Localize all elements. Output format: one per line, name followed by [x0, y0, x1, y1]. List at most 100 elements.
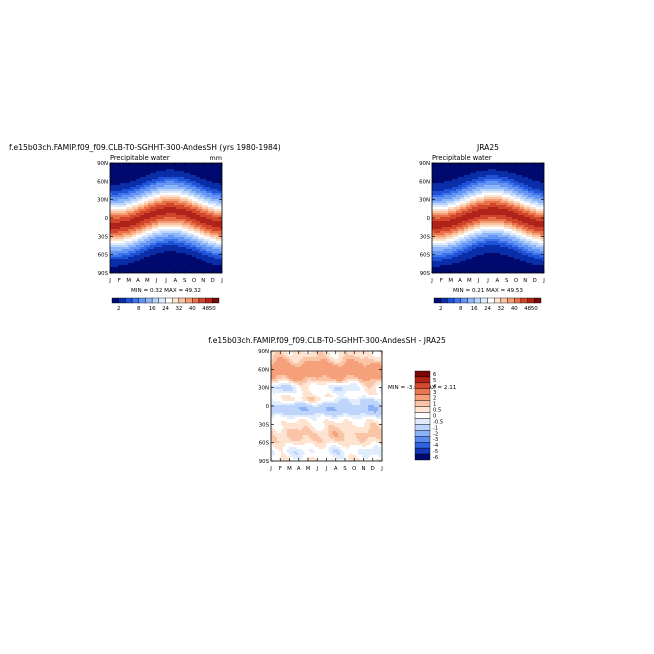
field-cell [460, 211, 463, 214]
field-cell [178, 231, 181, 234]
field-cell [526, 177, 529, 180]
field-cell [142, 185, 145, 188]
field-cell [172, 265, 175, 268]
field-cell [158, 253, 161, 256]
field-cell [480, 193, 483, 196]
field-cell [524, 179, 527, 182]
field-cell [136, 251, 139, 254]
field-cell [192, 247, 195, 250]
field-cell [140, 221, 143, 224]
field-cell [192, 217, 195, 220]
field-cell [158, 191, 161, 194]
field-cell [160, 197, 163, 200]
field-cell [464, 199, 467, 202]
field-cell [452, 217, 455, 220]
field-cell [186, 221, 189, 224]
field-cell [154, 269, 157, 272]
field-cell [530, 215, 533, 218]
field-cell [446, 185, 449, 188]
field-cell [134, 263, 137, 266]
field-cell [114, 209, 117, 212]
field-cell [460, 219, 463, 222]
field-cell [202, 175, 205, 178]
field-cell [112, 191, 115, 194]
field-cell [184, 165, 187, 168]
field-cell [506, 187, 509, 190]
field-cell [482, 227, 485, 230]
field-cell [174, 201, 177, 204]
field-cell [472, 189, 475, 192]
colorbar-swatch [192, 297, 200, 304]
field-cell [432, 199, 435, 202]
field-cell [538, 169, 541, 172]
field-cell [216, 257, 219, 260]
field-cell [440, 187, 443, 190]
field-cell [194, 265, 197, 268]
field-cell [442, 193, 445, 196]
field-cell [490, 207, 493, 210]
field-cell [486, 187, 489, 190]
field-cell [450, 213, 453, 216]
field-cell [452, 197, 455, 200]
field-cell [148, 261, 151, 264]
field-cell [146, 257, 149, 260]
field-cell [452, 215, 455, 218]
field-cell [472, 183, 475, 186]
field-cell [176, 227, 179, 230]
field-cell [170, 257, 173, 260]
field-cell [450, 165, 453, 168]
field-cell [474, 179, 477, 182]
panel-model-stats: MIN = 0.32 MAX = 49.32 [131, 288, 201, 294]
field-cell [160, 187, 163, 190]
field-cell [160, 239, 163, 242]
field-cell [458, 185, 461, 188]
field-cell [176, 243, 179, 246]
field-cell [134, 267, 137, 270]
field-cell [122, 181, 125, 184]
field-cell [196, 259, 199, 262]
field-cell [194, 245, 197, 248]
field-cell [194, 211, 197, 214]
field-cell [186, 163, 189, 166]
field-cell [158, 205, 161, 208]
field-cell [480, 175, 483, 178]
field-cell [466, 193, 469, 196]
field-cell [124, 163, 127, 166]
field-cell [142, 191, 145, 194]
field-cell [160, 201, 163, 204]
field-cell [158, 195, 161, 198]
field-cell [148, 271, 151, 273]
field-cell [500, 179, 503, 182]
field-cell [166, 189, 169, 192]
field-cell [538, 189, 541, 192]
field-cell [542, 185, 544, 188]
field-cell [150, 187, 153, 190]
field-cell [532, 205, 535, 208]
field-cell [186, 239, 189, 242]
field-cell [456, 205, 459, 208]
field-cell [516, 207, 519, 210]
field-cell [540, 181, 543, 184]
field-cell [130, 219, 133, 222]
field-cell [140, 251, 143, 254]
field-cell [490, 163, 493, 166]
field-cell [162, 205, 165, 208]
field-cell [448, 211, 451, 214]
field-cell [520, 199, 523, 202]
field-cell [440, 165, 443, 168]
field-cell [480, 209, 483, 212]
field-cell [114, 213, 117, 216]
field-cell [520, 209, 523, 212]
field-cell [112, 205, 115, 208]
field-cell [434, 227, 437, 230]
field-cell [194, 241, 197, 244]
field-cell [214, 269, 217, 272]
field-cell [480, 225, 483, 228]
field-cell [114, 171, 117, 174]
field-cell [116, 259, 119, 262]
field-cell [120, 215, 123, 218]
field-cell [178, 175, 181, 178]
field-cell [162, 185, 165, 188]
field-cell [496, 193, 499, 196]
field-cell [436, 213, 439, 216]
